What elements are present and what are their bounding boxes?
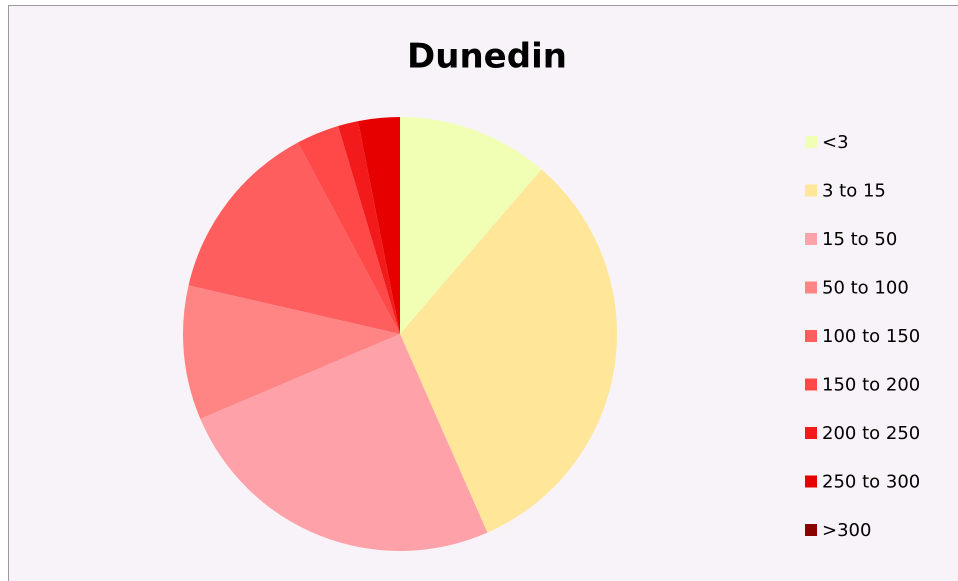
legend-label: 200 to 250: [822, 423, 920, 444]
legend-swatch: [805, 233, 817, 245]
pie-slice: [338, 121, 400, 334]
legend-label: <3: [822, 132, 849, 153]
pie-slice: [200, 334, 488, 551]
legend-swatch: [805, 475, 817, 488]
legend-label: >300: [822, 520, 871, 541]
legend-swatch: [805, 281, 817, 294]
legend-label: 50 to 100: [822, 278, 909, 299]
pie-slice: [400, 117, 542, 334]
pie-slice: [297, 126, 400, 335]
legend-swatch: [805, 378, 817, 391]
legend-swatch: [805, 136, 817, 148]
pie-slice: [183, 285, 400, 419]
legend-label: 3 to 15: [822, 181, 886, 202]
legend-label: 100 to 150: [822, 326, 920, 347]
legend-swatch: [805, 524, 817, 536]
legend-swatch: [805, 330, 817, 342]
chart-title: Dunedin: [407, 37, 567, 77]
pie-slice: [188, 142, 400, 334]
legend-label: 150 to 200: [822, 375, 920, 396]
legend-label: 15 to 50: [822, 229, 897, 250]
legend-label: 250 to 300: [822, 472, 920, 493]
legend-swatch: [805, 427, 817, 439]
pie-slice: [357, 117, 400, 334]
pie-slice: [400, 169, 617, 533]
legend-swatch: [805, 184, 817, 197]
